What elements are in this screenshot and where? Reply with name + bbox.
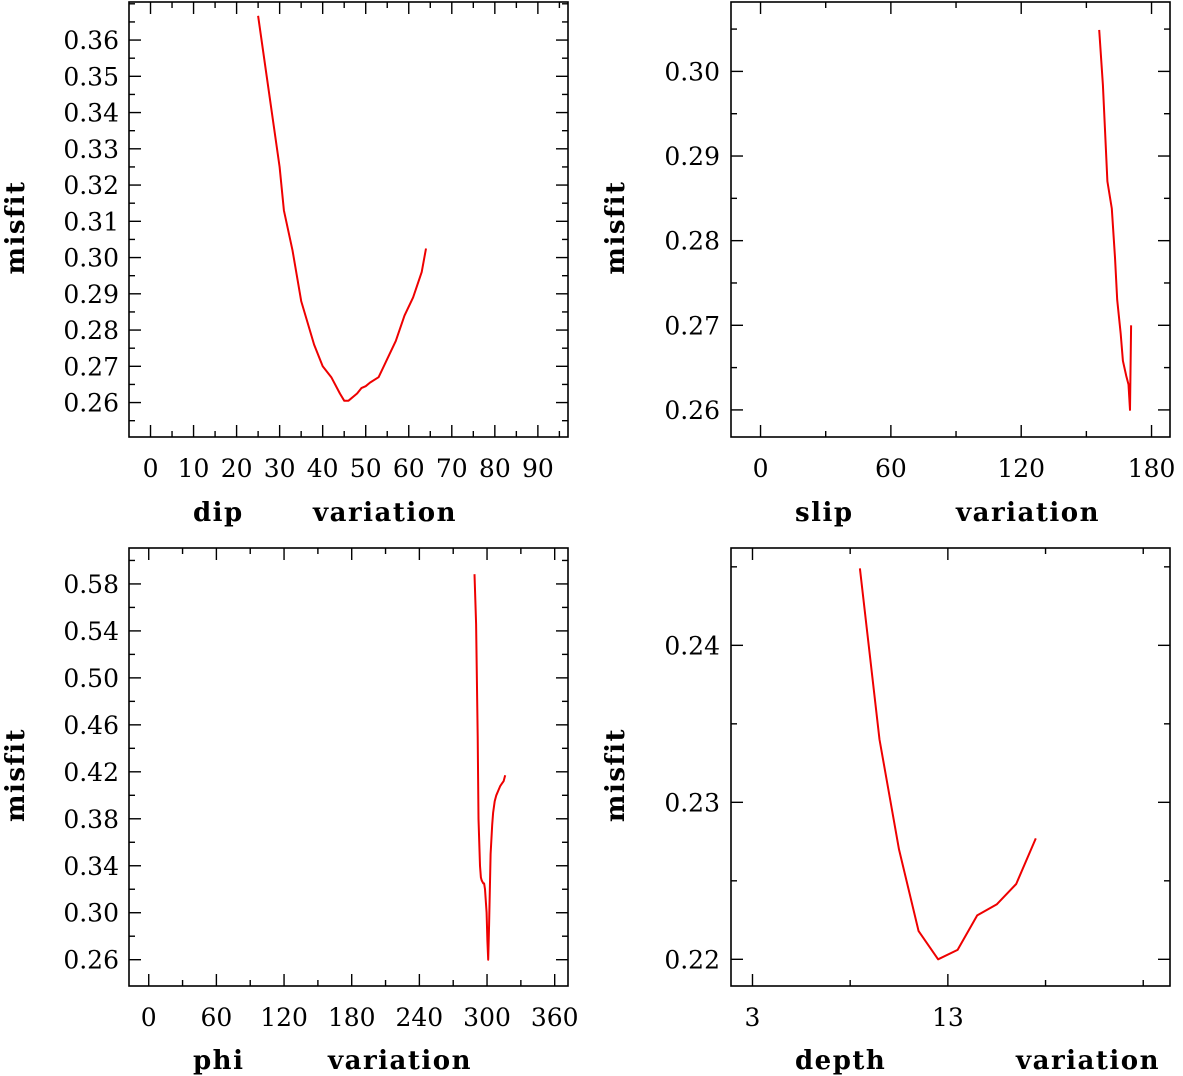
y-tick-label: 0.22 — [664, 945, 720, 974]
y-tick-label: 0.35 — [63, 62, 119, 91]
x-tick-label: 0 — [143, 454, 159, 483]
x-tick-label: 120 — [260, 1003, 308, 1032]
series-line-dip — [257, 15, 427, 402]
y-tick-label: 0.24 — [664, 631, 720, 660]
panel-depth-variation: 3 13 0.22 0.23 0.24 misfit depth variation — [601, 547, 1171, 1076]
plot-frame — [128, 547, 569, 987]
series-line-depth — [858, 568, 1037, 961]
x-tick-label: 0 — [141, 1003, 157, 1032]
x-tick-label: 13 — [932, 1003, 964, 1032]
x-tick-label: 80 — [479, 454, 511, 483]
x-axis-title-suffix: variation — [327, 1046, 472, 1076]
x-axis-title: phi — [193, 1046, 244, 1076]
y-tick-label: 0.54 — [63, 617, 119, 646]
plot-frame — [730, 1, 1171, 438]
y-tick-label: 0.32 — [63, 171, 119, 200]
y-tick-label: 0.29 — [63, 280, 119, 309]
x-tick-label: 60 — [200, 1003, 232, 1032]
x-axis-title: slip — [795, 498, 854, 528]
y-axis-title: misfit — [601, 728, 631, 822]
x-tick-label: 180 — [1128, 454, 1176, 483]
x-tick-label: 0 — [753, 454, 769, 483]
y-tick-label: 0.26 — [63, 389, 119, 418]
x-tick-label: 60 — [875, 454, 907, 483]
x-tick-label: 180 — [328, 1003, 376, 1032]
y-tick-label: 0.33 — [63, 135, 119, 164]
y-tick-label: 0.30 — [63, 899, 119, 928]
x-tick-label: 20 — [221, 454, 253, 483]
y-tick-label: 0.58 — [63, 570, 119, 599]
y-tick-label: 0.27 — [664, 311, 720, 340]
y-tick-label: 0.29 — [664, 142, 720, 171]
y-tick-label: 0.30 — [63, 244, 119, 273]
x-axis-title-suffix: variation — [955, 498, 1100, 528]
panel-phi-variation: 0 60 120 180 240 300 360 0.26 0.30 0.34 0.38 0.42 0.… — [1, 547, 579, 1076]
y-tick-label: 0.27 — [63, 352, 119, 381]
y-tick-label: 0.30 — [664, 57, 720, 86]
x-axis-title-suffix: variation — [1015, 1046, 1160, 1076]
y-tick-label: 0.31 — [63, 207, 119, 236]
plot-frame — [730, 547, 1171, 987]
x-tick-label: 60 — [393, 454, 425, 483]
y-axis-title: misfit — [601, 180, 631, 274]
y-tick-label: 0.42 — [63, 758, 119, 787]
y-tick-label: 0.34 — [63, 99, 119, 128]
x-axis-title: depth — [795, 1046, 886, 1076]
x-tick-label: 40 — [307, 454, 339, 483]
series-line-slip — [1098, 29, 1133, 411]
x-tick-label: 10 — [178, 454, 210, 483]
panel-slip-variation: 0 60 120 180 0.26 0.27 0.28 0.29 0.30 misfit slip v… — [601, 1, 1176, 528]
panel-dip-variation: 0 10 20 30 40 50 60 70 80 90 0.26 0.27 0.28 0.29 0.30 0… — [1, 1, 569, 528]
x-tick-label: 240 — [396, 1003, 444, 1032]
y-tick-label: 0.46 — [63, 711, 119, 740]
x-tick-label: 300 — [463, 1003, 511, 1032]
x-tick-label: 360 — [531, 1003, 579, 1032]
x-tick-label: 50 — [350, 454, 382, 483]
x-tick-label: 120 — [997, 454, 1045, 483]
y-tick-label: 0.50 — [63, 664, 119, 693]
y-tick-label: 0.28 — [664, 227, 720, 256]
x-tick-label: 3 — [745, 1003, 761, 1032]
x-tick-label: 70 — [436, 454, 468, 483]
y-tick-label: 0.26 — [63, 946, 119, 975]
y-tick-label: 0.28 — [63, 316, 119, 345]
x-tick-label: 30 — [264, 454, 296, 483]
y-axis-title: misfit — [1, 180, 31, 274]
y-tick-label: 0.34 — [63, 852, 119, 881]
y-tick-label: 0.36 — [63, 26, 119, 55]
plot-frame — [128, 1, 569, 438]
y-tick-label: 0.26 — [664, 396, 720, 425]
x-tick-label: 90 — [522, 454, 554, 483]
x-axis-title-suffix: variation — [312, 498, 457, 528]
series-line-phi — [473, 574, 507, 961]
y-tick-label: 0.38 — [63, 805, 119, 834]
x-axis-title: dip — [193, 498, 244, 528]
y-tick-label: 0.23 — [664, 788, 720, 817]
y-axis-title: misfit — [1, 728, 31, 822]
